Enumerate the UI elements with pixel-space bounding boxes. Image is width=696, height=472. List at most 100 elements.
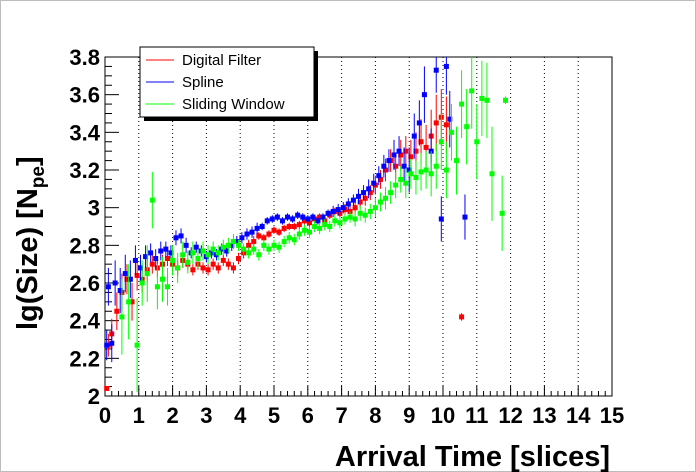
data-point [241,243,247,255]
point-marker [503,97,509,103]
data-point [416,100,422,146]
y-tick-label: 3.4 [69,120,100,145]
point-marker [114,308,120,314]
data-point [372,198,378,218]
y-tick-label: 3 [88,196,100,221]
point-marker [104,385,110,391]
x-tick-label: 14 [566,403,591,428]
data-point [148,243,154,263]
data-point [276,241,282,253]
data-point [124,264,130,295]
data-point [170,245,176,276]
point-marker [371,180,377,186]
data-point [104,385,110,391]
data-point [220,254,226,267]
point-marker [281,239,287,245]
point-marker [306,229,312,235]
point-marker [285,214,291,220]
data-point [256,249,262,261]
point-marker [230,265,236,271]
data-point [421,66,427,123]
point-marker [261,242,267,248]
data-point [393,171,399,199]
data-point [371,173,377,193]
point-marker [479,95,485,101]
data-point [256,232,262,240]
data-point [330,205,336,218]
point-marker [269,216,275,222]
x-tick-label: 15 [600,403,624,428]
point-marker [433,120,439,126]
point-marker [254,225,260,231]
data-point [342,213,348,225]
data-point [377,192,383,212]
point-marker [408,154,414,160]
data-point [210,241,216,257]
point-marker [124,276,130,282]
data-point [438,113,444,170]
data-point [388,181,394,204]
x-tick-label: 4 [234,403,247,428]
point-marker [251,239,257,245]
point-marker [229,242,235,248]
data-point [127,260,133,299]
data-point [332,215,338,227]
point-marker [286,235,292,241]
point-marker [153,256,159,262]
data-point [104,330,110,361]
data-point [159,256,165,302]
data-point [383,158,389,182]
x-tick-label: 10 [431,403,455,428]
y-tick-label: 2 [88,384,100,409]
point-marker [183,242,189,248]
data-point [357,205,363,221]
axis-ticks [104,56,613,397]
point-marker [443,122,449,128]
point-marker [104,342,110,348]
data-point [261,239,267,251]
data-point [291,234,297,246]
data-point [183,237,189,253]
point-marker [367,208,373,214]
point-marker [388,190,394,196]
data-point [418,153,424,191]
point-marker [200,248,206,254]
data-point [220,239,226,255]
data-point [132,245,138,276]
point-marker [352,205,358,211]
data-point [281,235,287,248]
data-point [423,151,429,189]
point-marker [165,256,171,262]
data-point [149,171,155,229]
series-2 [119,57,509,393]
point-marker [220,244,226,250]
data-point [264,217,270,225]
point-marker [423,167,429,173]
data-point [438,196,444,242]
point-marker [143,254,149,260]
data-point [433,57,439,93]
y-tick-label: 3.2 [69,158,100,183]
data-point [295,211,301,219]
data-point [190,264,196,276]
x-tick-label: 6 [302,403,314,428]
point-marker [337,220,343,226]
data-point [129,283,135,321]
point-marker [459,101,465,107]
point-marker [428,148,434,154]
data-point [215,262,221,274]
point-marker [403,180,409,186]
point-marker [462,214,468,220]
point-marker [332,218,338,224]
x-tick-label: 3 [200,403,212,428]
data-point [327,220,333,233]
data-point [285,213,291,221]
data-point [178,228,184,244]
point-marker [290,216,296,222]
y-axis-title-close: ] [12,156,44,166]
data-point [411,113,417,159]
data-point [366,179,372,199]
y-tick-label: 2.2 [69,346,100,371]
point-marker [315,218,321,224]
point-marker [224,248,230,254]
